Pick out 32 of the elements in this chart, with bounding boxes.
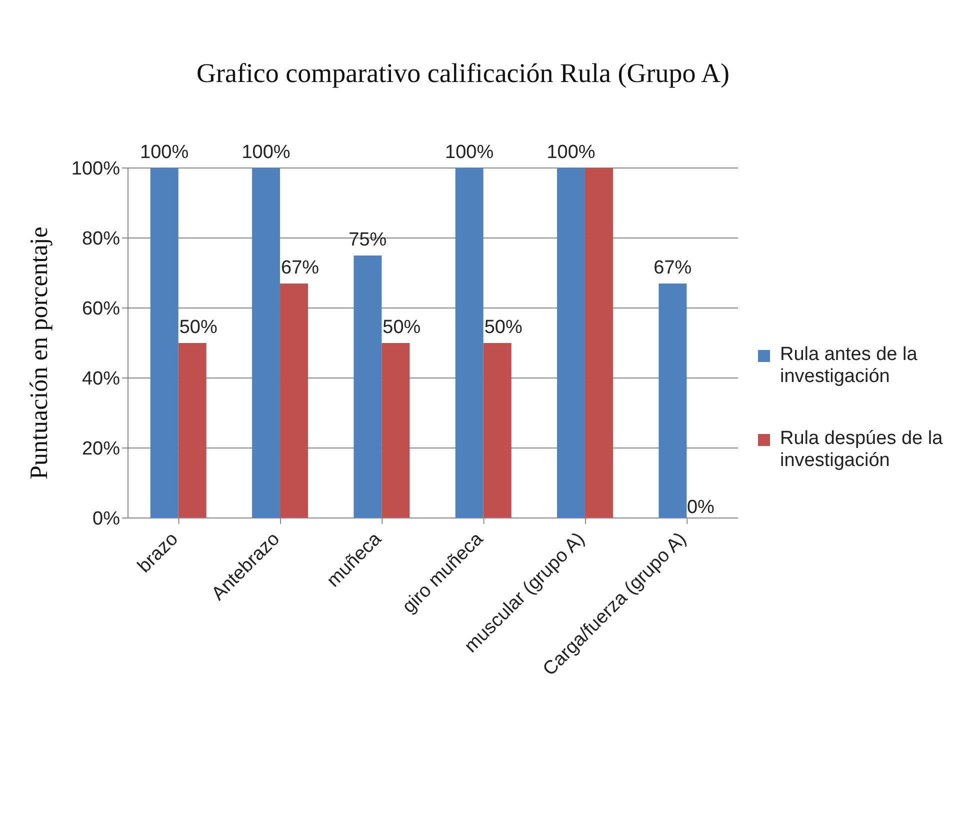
y-tick-label: 60% [82,298,120,320]
y-tick-label: 100% [71,158,120,180]
bar [455,168,484,518]
bar [382,343,410,518]
data-label: 67% [281,258,320,278]
bar [354,256,382,518]
data-label: 50% [484,317,522,338]
data-label: 0% [686,497,715,518]
data-label: 50% [382,317,421,338]
data-label: 100% [546,142,596,163]
legend-label: Rula despúes de la investigación [780,428,944,472]
y-tick-label: 40% [82,368,120,390]
bar [252,168,280,518]
bar [585,168,614,518]
data-label: 75% [348,230,387,250]
bar [280,284,308,518]
bar [150,168,178,518]
data-label: 100% [445,142,494,163]
bar [557,168,586,518]
data-label: 67% [654,258,692,278]
data-label: 100% [140,142,189,163]
y-tick-label: 80% [82,228,120,250]
y-tick-label: 20% [82,438,120,460]
bar [658,284,687,518]
legend-label: Rula antes de la investigación [780,344,918,388]
bar [178,343,206,518]
data-label: 50% [179,317,218,338]
data-label: 100% [242,142,290,163]
chart-title: Grafico comparativo calificación Rula (Grupo A) [195,58,731,89]
bar [483,343,512,518]
y-axis-title: Puntuación en porcentaje [26,226,54,480]
y-tick-label: 0% [92,508,120,530]
